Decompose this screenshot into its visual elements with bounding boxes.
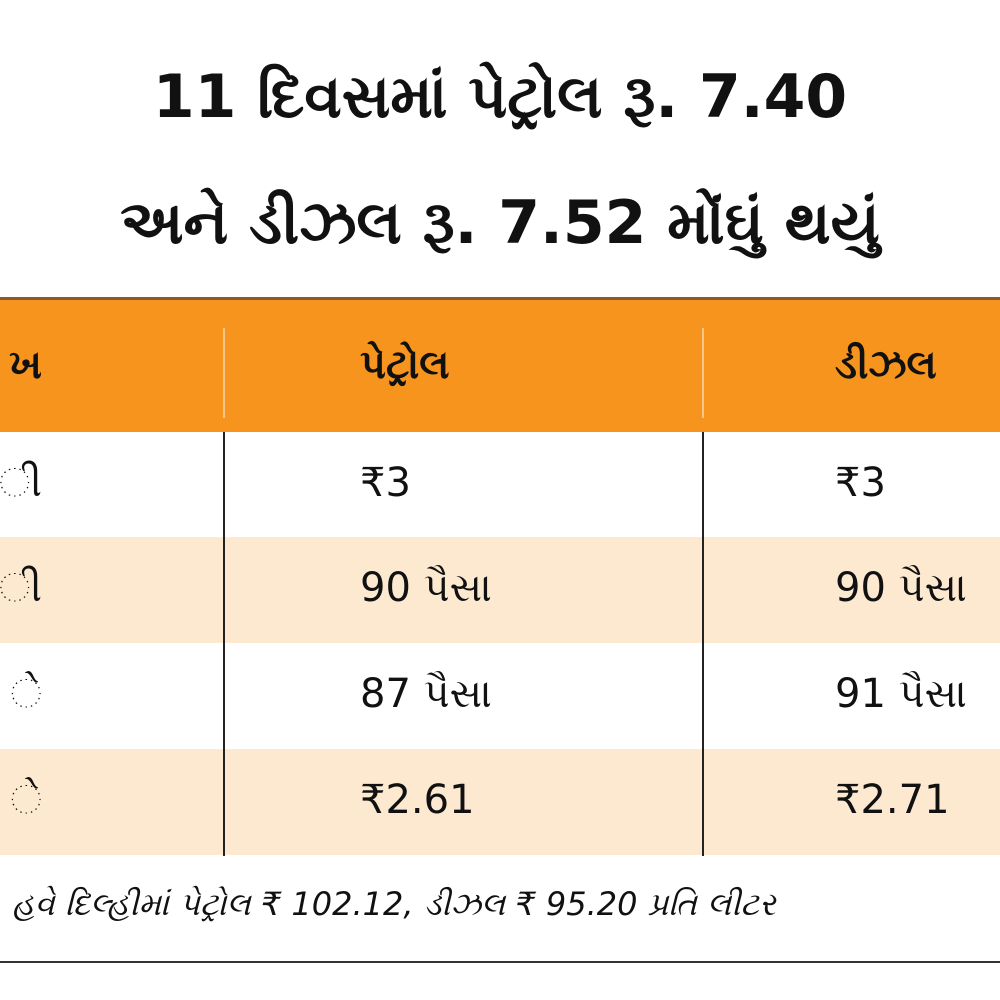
column-divider — [702, 432, 704, 856]
header-cell: પેટ્રોલ — [360, 342, 450, 388]
title-line: 11 દિવસમાં પેટ્રોલ રૂ. 7.40 — [152, 62, 848, 132]
footer-note: હવે દિલ્હીમાં પેટ્રોલ ₹ 102.12, ડીઝલ ₹ 9… — [12, 885, 776, 923]
table-cell: 90 પૈસા — [835, 565, 967, 611]
table-cell: ₹3 — [835, 460, 886, 506]
separator — [0, 297, 1000, 300]
header-cell: ખ — [9, 342, 42, 388]
header-cell: ડીઝલ — [835, 342, 937, 388]
table-cell: 91 પૈસા — [835, 671, 967, 717]
table-cell: ₹3 — [360, 460, 411, 506]
table-row: ી ₹3 ₹3 — [0, 432, 1000, 538]
table-cell: ₹2.61 — [360, 777, 475, 823]
table-cell: ે — [10, 671, 42, 717]
table-cell: 87 પૈસા — [360, 671, 492, 717]
table-cell: ₹2.71 — [835, 777, 950, 823]
table-cell: ે — [10, 777, 42, 823]
table-row: ે ₹2.61 ₹2.71 — [0, 749, 1000, 855]
column-divider — [223, 432, 225, 856]
title-line: અને ડીઝલ રૂ. 7.52 મોંઘું થયું — [120, 188, 880, 258]
header-divider — [702, 328, 704, 418]
header-divider — [223, 328, 225, 418]
table-cell: 90 પૈસા — [360, 565, 492, 611]
table-cell: ી — [0, 565, 42, 611]
bottom-line — [0, 961, 1000, 963]
table-header: ખ પેટ્રોલ ડીઝલ — [0, 300, 1000, 432]
table-row: ી 90 પૈસા 90 પૈસા — [0, 537, 1000, 643]
table-cell: ી — [0, 460, 42, 506]
table-row: ે 87 પૈસા 91 પૈસા — [0, 643, 1000, 749]
